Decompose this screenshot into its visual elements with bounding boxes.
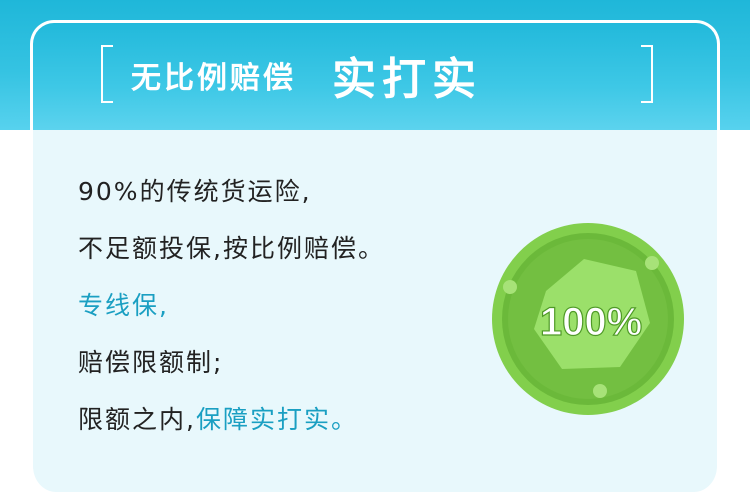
badge-polygon (534, 259, 650, 369)
percent-badge: 100% (492, 223, 684, 415)
info-card: 无比例赔偿 实打实 90%的传统货运险, 不足额投保,按比例赔偿。 专线保, 赔… (30, 20, 720, 492)
page-title: 无比例赔偿 实打实 (131, 47, 482, 105)
title-bracket-right (641, 45, 653, 103)
description-line-3: 专线保, (78, 291, 169, 320)
line-5-normal-text: 限额之内, (78, 405, 196, 434)
badge-dot-bottom (593, 384, 607, 398)
badge-dot-left (503, 280, 517, 294)
description-line-2: 不足额投保,按比例赔偿。 (78, 234, 385, 263)
title-emphasis-text: 实打实 (332, 54, 482, 105)
title-main-text: 无比例赔偿 (131, 61, 296, 96)
description-line-5: 限额之内,保障实打实。 (78, 405, 385, 435)
description-block: 90%的传统货运险, 不足额投保,按比例赔偿。 专线保, 赔偿限额制; 限额之内… (78, 177, 385, 462)
card-header (33, 23, 717, 130)
description-line-1: 90%的传统货运险, (78, 177, 312, 206)
badge-dot-right (645, 256, 659, 270)
description-line-4: 赔偿限额制; (78, 348, 224, 377)
line-5-highlight-text: 保障实打实。 (195, 405, 358, 434)
badge-label: 100% (540, 300, 642, 344)
title-bracket-left (101, 45, 113, 103)
